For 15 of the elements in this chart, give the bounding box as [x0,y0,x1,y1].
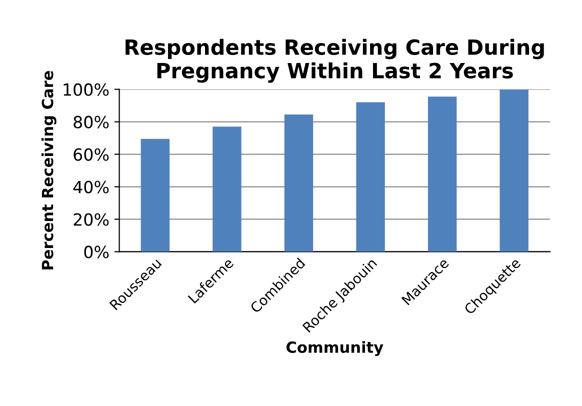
bar [500,89,528,252]
bar [140,138,170,252]
y-tick-label: 80% [74,116,109,128]
bar [356,102,385,252]
y-tick-label: 0% [84,246,109,258]
y-tick-label: 100% [64,83,109,96]
y-tick-label: 60% [74,148,109,161]
bar [212,126,242,252]
chart-title: Respondents Receiving Care During Pregnancy Within Last 2 Years [126,38,544,83]
y-tick-label: 40% [73,180,109,194]
x-axis-title: Community [286,341,384,356]
bar [428,96,457,252]
bar [284,114,314,252]
y-axis-title: Percent Receiving Care [41,70,56,270]
y-tick-label: 20% [74,213,109,226]
